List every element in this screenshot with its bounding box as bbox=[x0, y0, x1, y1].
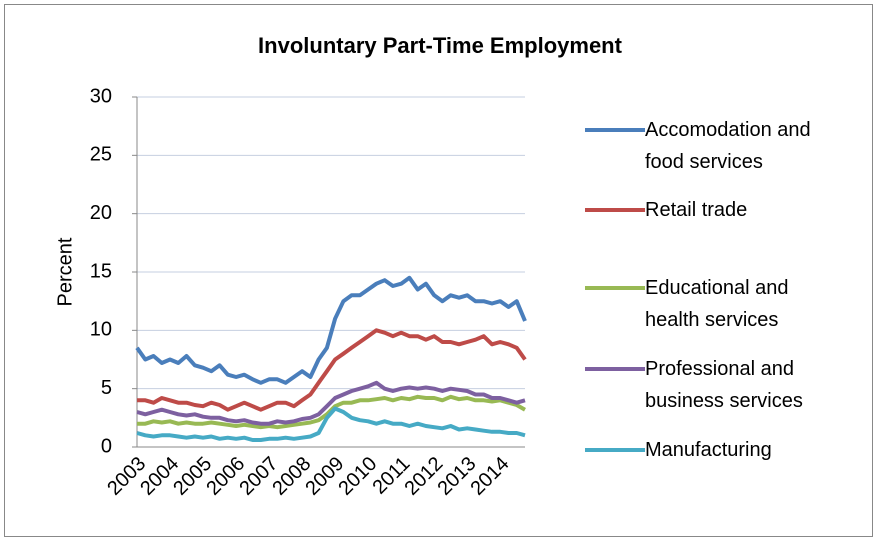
y-tick-label: 30 bbox=[90, 85, 112, 107]
y-tick-label: 20 bbox=[90, 202, 112, 224]
chart-title: Involuntary Part-Time Employment bbox=[258, 33, 623, 58]
series-line bbox=[135, 275, 527, 385]
legend-swatch bbox=[585, 367, 645, 371]
legend-label: Retail trade bbox=[645, 199, 748, 221]
series-line bbox=[136, 380, 526, 426]
legend-item: Professional and business services bbox=[585, 353, 855, 417]
legend-item: Retail trade bbox=[585, 194, 855, 226]
legend-swatch bbox=[585, 128, 645, 132]
legend-label: Accomodation and food services bbox=[645, 119, 811, 173]
legend-label: Manufacturing bbox=[645, 439, 772, 461]
y-tick-label: 25 bbox=[90, 144, 112, 166]
series-line bbox=[137, 328, 527, 412]
y-tick-label: 0 bbox=[101, 435, 112, 457]
legend-swatch bbox=[585, 208, 645, 212]
legend-item: Accomodation and food services bbox=[585, 114, 855, 178]
series-line bbox=[136, 406, 526, 442]
legend-item: Manufacturing bbox=[585, 434, 855, 466]
legend-item: Educational and health services bbox=[585, 272, 855, 336]
chart-frame bbox=[4, 4, 873, 537]
y-tick-label: 10 bbox=[90, 319, 112, 341]
legend-label: Professional and business services bbox=[645, 358, 803, 412]
legend-swatch bbox=[585, 448, 645, 452]
y-tick-label: 15 bbox=[90, 260, 112, 282]
legend-label: Educational and health services bbox=[645, 277, 789, 331]
y-tick-label: 5 bbox=[101, 377, 112, 399]
y-axis-label: Percent bbox=[54, 237, 76, 306]
legend-swatch bbox=[585, 286, 645, 290]
